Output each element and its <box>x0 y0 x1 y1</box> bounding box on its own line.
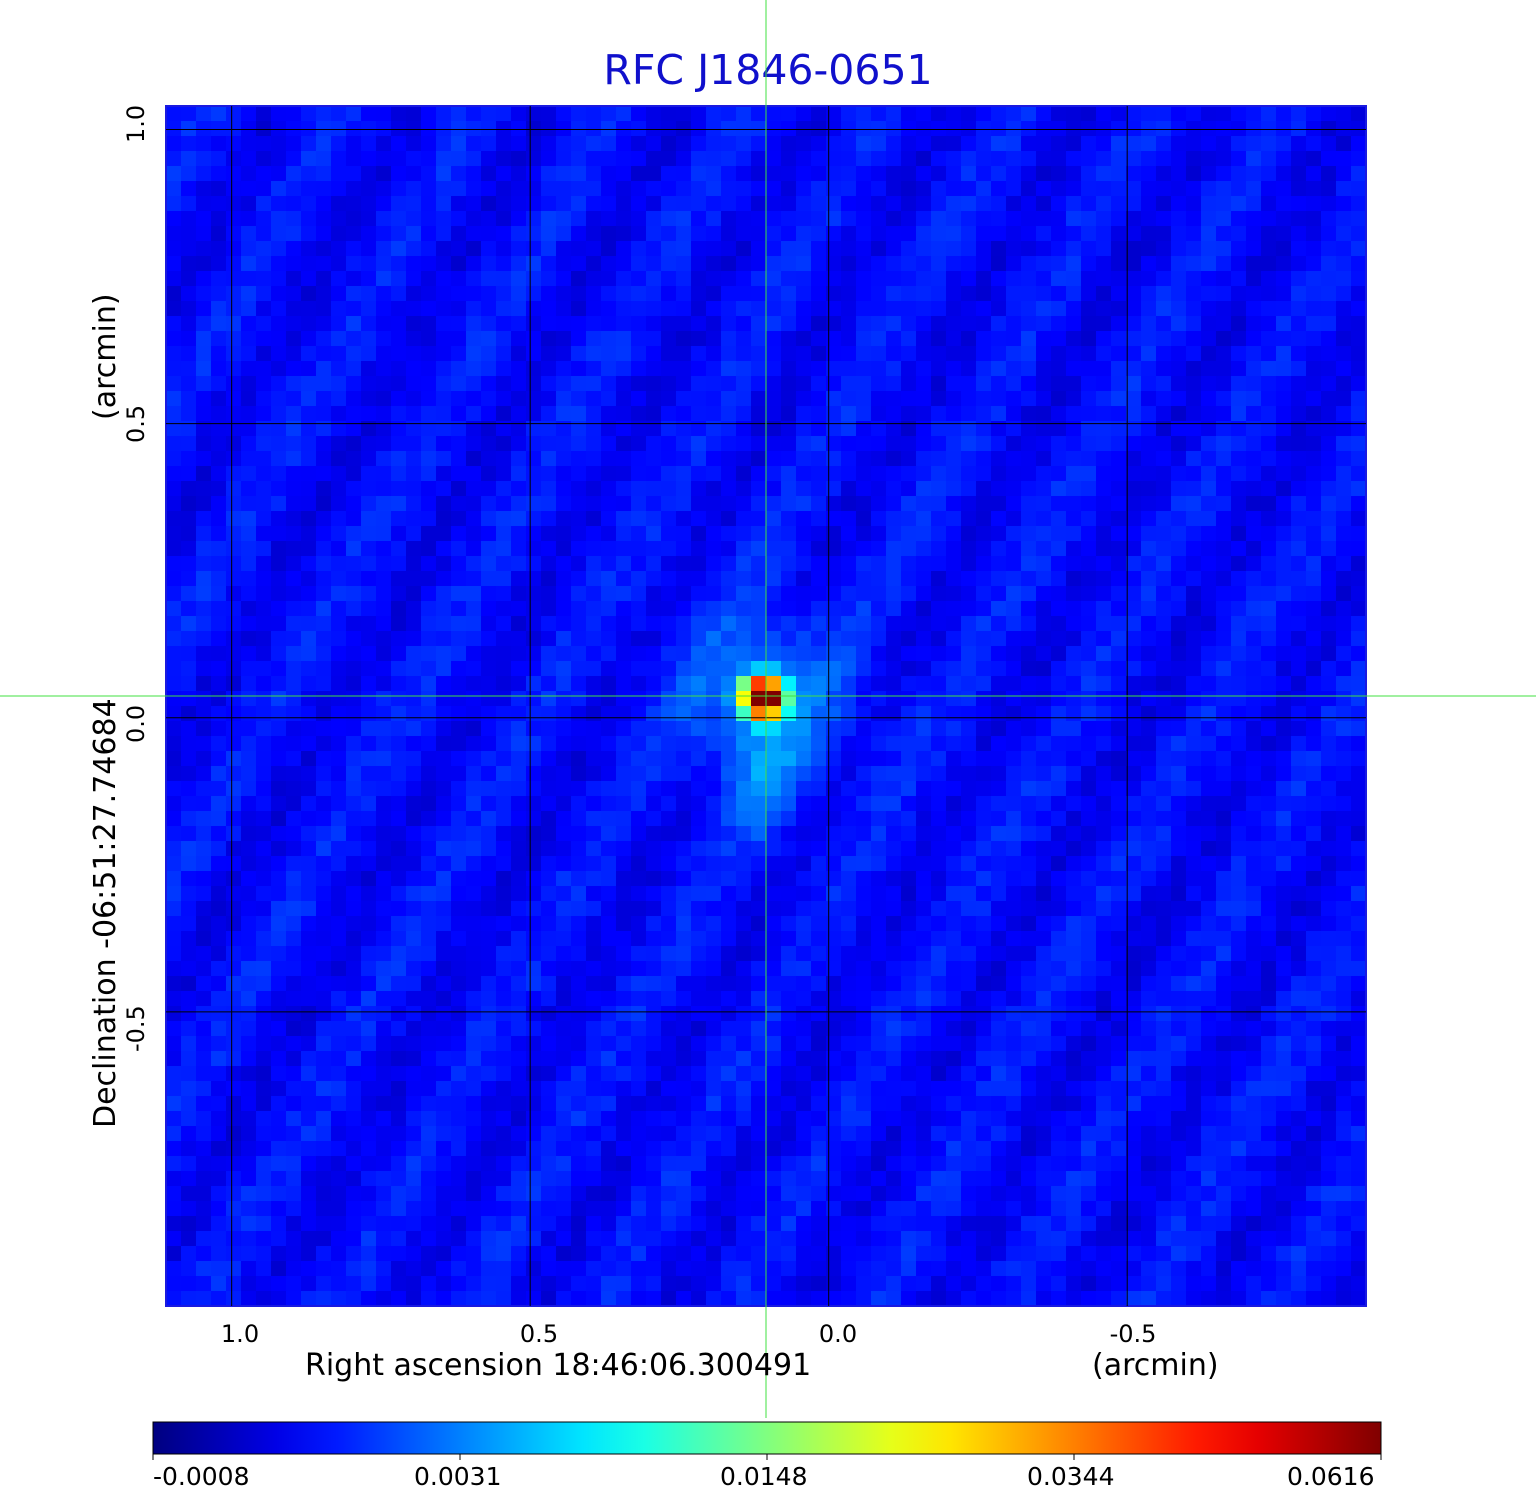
y-tick-label: -0.5 <box>122 1005 150 1052</box>
x-axis-label: Right ascension 18:46:06.300491 <box>305 1348 812 1383</box>
x-tick-label: 0.0 <box>818 1320 858 1348</box>
y-axis-unit: (arcmin) <box>88 293 123 420</box>
colorbar-tick-label: 0.0616 <box>1287 1462 1375 1491</box>
colorbar-tick-label: 0.0344 <box>1027 1462 1115 1491</box>
colorbar <box>152 1421 1382 1455</box>
y-tick-label: 0.5 <box>122 404 150 443</box>
x-tick-label: -0.5 <box>1109 1320 1157 1348</box>
y-tick-label: 0.0 <box>122 704 150 743</box>
colorbar-tick-label: 0.0148 <box>720 1462 808 1491</box>
colorbar-tick-label: -0.0008 <box>153 1462 250 1491</box>
chart-title: RFC J1846-0651 <box>603 46 933 94</box>
colorbar-tick-label: 0.0031 <box>414 1462 502 1491</box>
x-tick-label: 1.0 <box>220 1320 260 1348</box>
y-axis-label: Declination -06:51:27.74684 <box>88 698 123 1128</box>
x-tick-label: 0.5 <box>519 1320 559 1348</box>
x-axis-unit: (arcmin) <box>1092 1348 1219 1383</box>
y-tick-label: 1.0 <box>122 104 150 143</box>
